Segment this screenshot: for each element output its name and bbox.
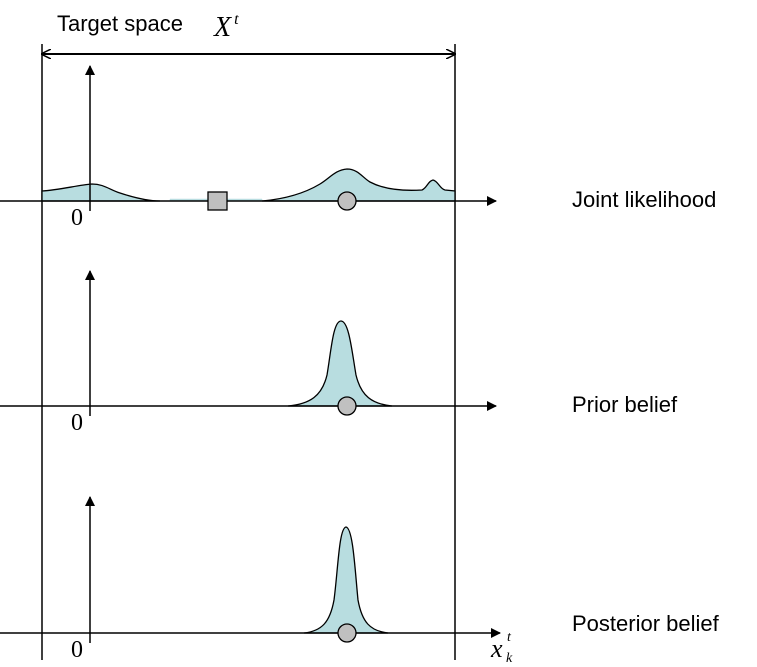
circle-marker: [338, 397, 356, 415]
circle-marker: [338, 192, 356, 210]
title-symbol-superscript: t: [234, 11, 239, 28]
posterior-belief-curve: [304, 527, 388, 633]
joint-likelihood-origin-label: 0: [71, 205, 83, 231]
x-axis-variable-subscript: k: [506, 651, 513, 666]
prior-belief-label: Prior belief: [572, 392, 678, 417]
joint-likelihood-curve: [42, 184, 160, 201]
panel-posterior-belief: 0 Posterior belief: [0, 497, 720, 663]
x-axis-variable-base: x: [490, 634, 503, 663]
title-symbol-base: X: [213, 12, 232, 43]
square-marker: [208, 192, 227, 210]
panel-prior-belief: 0 Prior belief: [0, 271, 678, 436]
x-axis-variable-superscript: t: [507, 630, 512, 645]
posterior-belief-origin-label: 0: [71, 637, 83, 663]
prior-belief-origin-label: 0: [71, 410, 83, 436]
x-axis-variable: x: [490, 634, 503, 663]
posterior-belief-label: Posterior belief: [572, 611, 720, 636]
prior-belief-curve: [288, 321, 392, 406]
joint-likelihood-label: Joint likelihood: [572, 187, 716, 212]
circle-marker: [338, 624, 356, 642]
panel-joint-likelihood: 0 Joint likelihood: [0, 66, 716, 231]
joint-likelihood-curve-right: [262, 169, 455, 201]
title-label: Target space: [57, 11, 183, 36]
